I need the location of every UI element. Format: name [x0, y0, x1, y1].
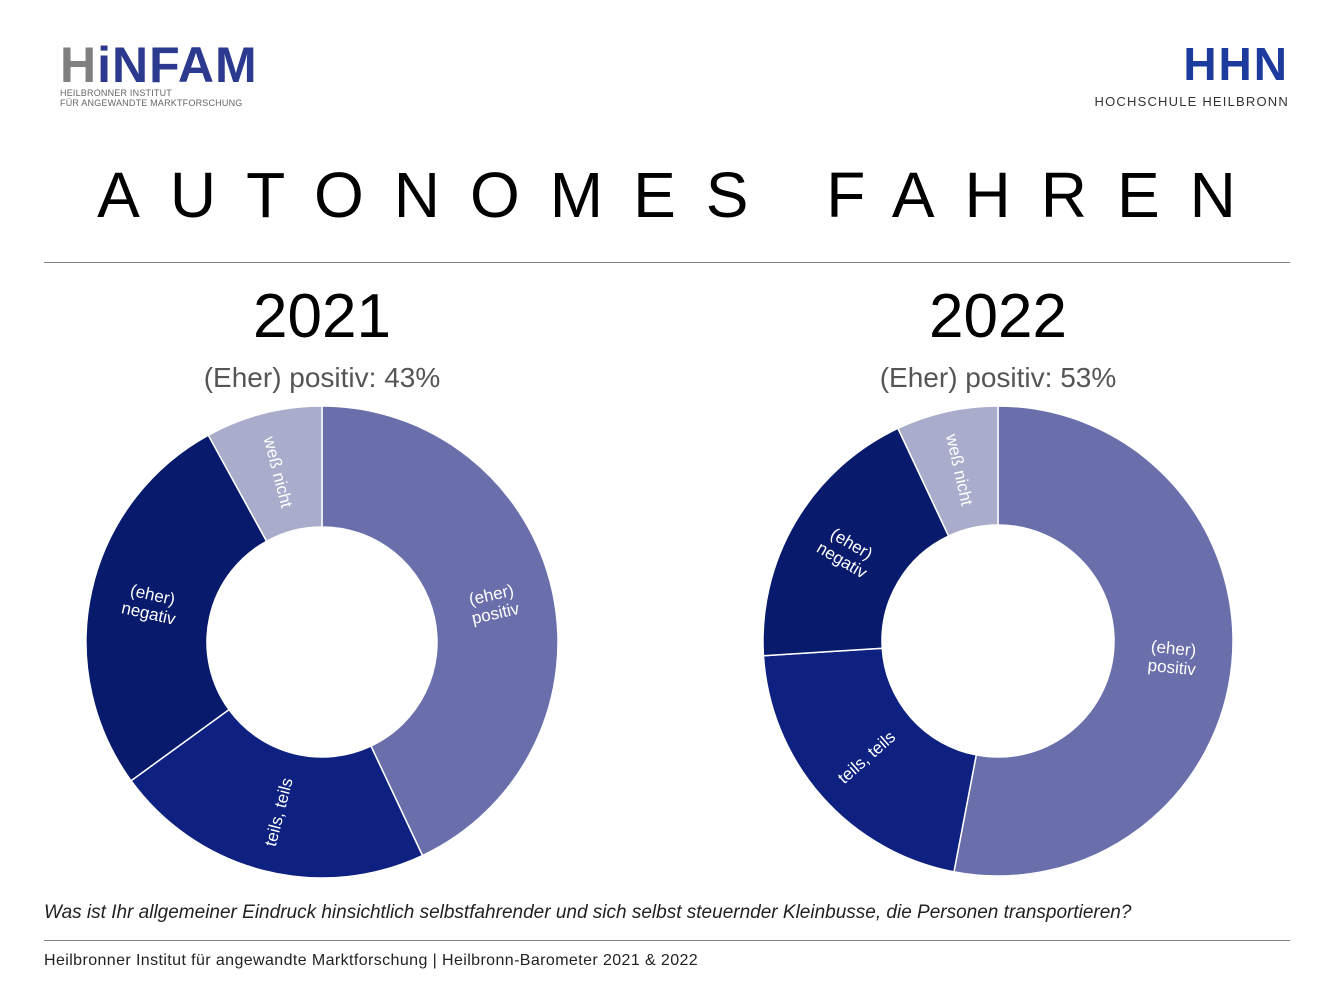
chart-subtitle-2022: (Eher) positiv: 53% [879, 362, 1117, 393]
footer-source: Heilbronner Institut für angewandte Mark… [44, 952, 699, 969]
hhn-logo-subtitle: HOCHSCHULE HEILBRONN [1094, 94, 1289, 109]
chart-title-2022: 2022 [929, 282, 1067, 351]
donut-slice-2021-positiv [321, 405, 559, 857]
survey-question: Was ist Ihr allgemeiner Eindruck hinsich… [44, 902, 1132, 923]
infam-logo-line2: FÜR ANGEWANDTE MARKTFORSCHUNG [60, 98, 243, 108]
hhn-logo: HHN HOCHSCHULE HEILBRONN [1094, 38, 1289, 109]
page-title: AUTONOMES FAHREN [97, 159, 1266, 231]
donut-slice-2021-negativ [85, 434, 268, 782]
chart-title-2021: 2021 [253, 282, 391, 351]
donut-label-2022-positiv: (eher)positiv [1147, 637, 1199, 679]
donut-slice-2022-positiv [953, 405, 1234, 877]
donut-slice-2022-negativ [762, 427, 950, 657]
donut-slice-2021-teils [130, 708, 424, 879]
donut-slice-2021-weiss [207, 405, 323, 543]
top-divider [44, 262, 1290, 263]
infam-logo: HiNFAM HEILBRONNER INSTITUT FÜR ANGEWAND… [60, 37, 258, 108]
infam-logo-line1: HEILBRONNER INSTITUT [60, 88, 173, 98]
donut-slice-2022-teils [762, 647, 978, 873]
chart-subtitle-2021: (Eher) positiv: 43% [203, 362, 441, 393]
infam-logo-mark: HiNFAM [60, 37, 258, 93]
donut-slice-2022-weiss [896, 405, 999, 538]
hhn-logo-mark: HHN [1183, 38, 1289, 90]
bottom-divider [44, 940, 1290, 941]
